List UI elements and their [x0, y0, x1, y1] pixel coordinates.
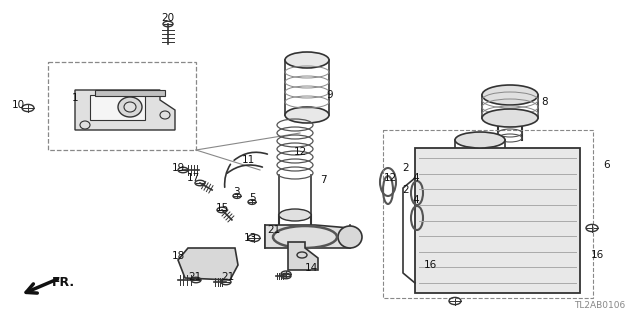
Text: 17: 17	[186, 173, 200, 183]
Text: 7: 7	[320, 175, 326, 185]
Text: 21: 21	[188, 272, 202, 282]
Ellipse shape	[482, 85, 538, 105]
Text: 12: 12	[383, 173, 397, 183]
Text: 2: 2	[403, 185, 410, 195]
Ellipse shape	[338, 226, 362, 248]
Polygon shape	[75, 90, 175, 130]
Text: 3: 3	[233, 187, 239, 197]
Text: 6: 6	[604, 160, 611, 170]
Bar	[48, 62, 196, 150]
Polygon shape	[265, 225, 350, 248]
Text: TL2AB0106: TL2AB0106	[573, 301, 625, 310]
Text: 15: 15	[216, 203, 228, 213]
Ellipse shape	[279, 209, 311, 221]
Text: 18: 18	[172, 251, 184, 261]
Text: 13: 13	[243, 233, 257, 243]
Text: 12: 12	[293, 147, 307, 157]
Ellipse shape	[285, 52, 329, 68]
Polygon shape	[95, 90, 165, 96]
Polygon shape	[178, 248, 238, 280]
Bar	[383, 130, 593, 298]
Ellipse shape	[285, 107, 329, 123]
Text: 4: 4	[413, 195, 419, 205]
Polygon shape	[288, 242, 318, 270]
Text: 10: 10	[12, 100, 24, 110]
Text: 2: 2	[403, 163, 410, 173]
Text: 14: 14	[305, 263, 317, 273]
Text: 9: 9	[326, 90, 333, 100]
Text: 20: 20	[161, 13, 175, 23]
Text: 5: 5	[249, 193, 255, 203]
Text: 4: 4	[413, 173, 419, 183]
Text: FR.: FR.	[52, 276, 75, 289]
Ellipse shape	[482, 109, 538, 127]
Text: 21: 21	[221, 272, 235, 282]
Ellipse shape	[118, 97, 142, 117]
Text: 19: 19	[172, 163, 184, 173]
Text: 8: 8	[541, 97, 548, 107]
Text: 1: 1	[72, 93, 78, 103]
Polygon shape	[90, 95, 145, 120]
Ellipse shape	[455, 132, 505, 148]
Text: 16: 16	[424, 260, 436, 270]
Polygon shape	[415, 148, 580, 293]
Text: 11: 11	[241, 155, 255, 165]
Text: 21: 21	[268, 225, 280, 235]
Ellipse shape	[124, 102, 136, 112]
Text: 16: 16	[590, 250, 604, 260]
